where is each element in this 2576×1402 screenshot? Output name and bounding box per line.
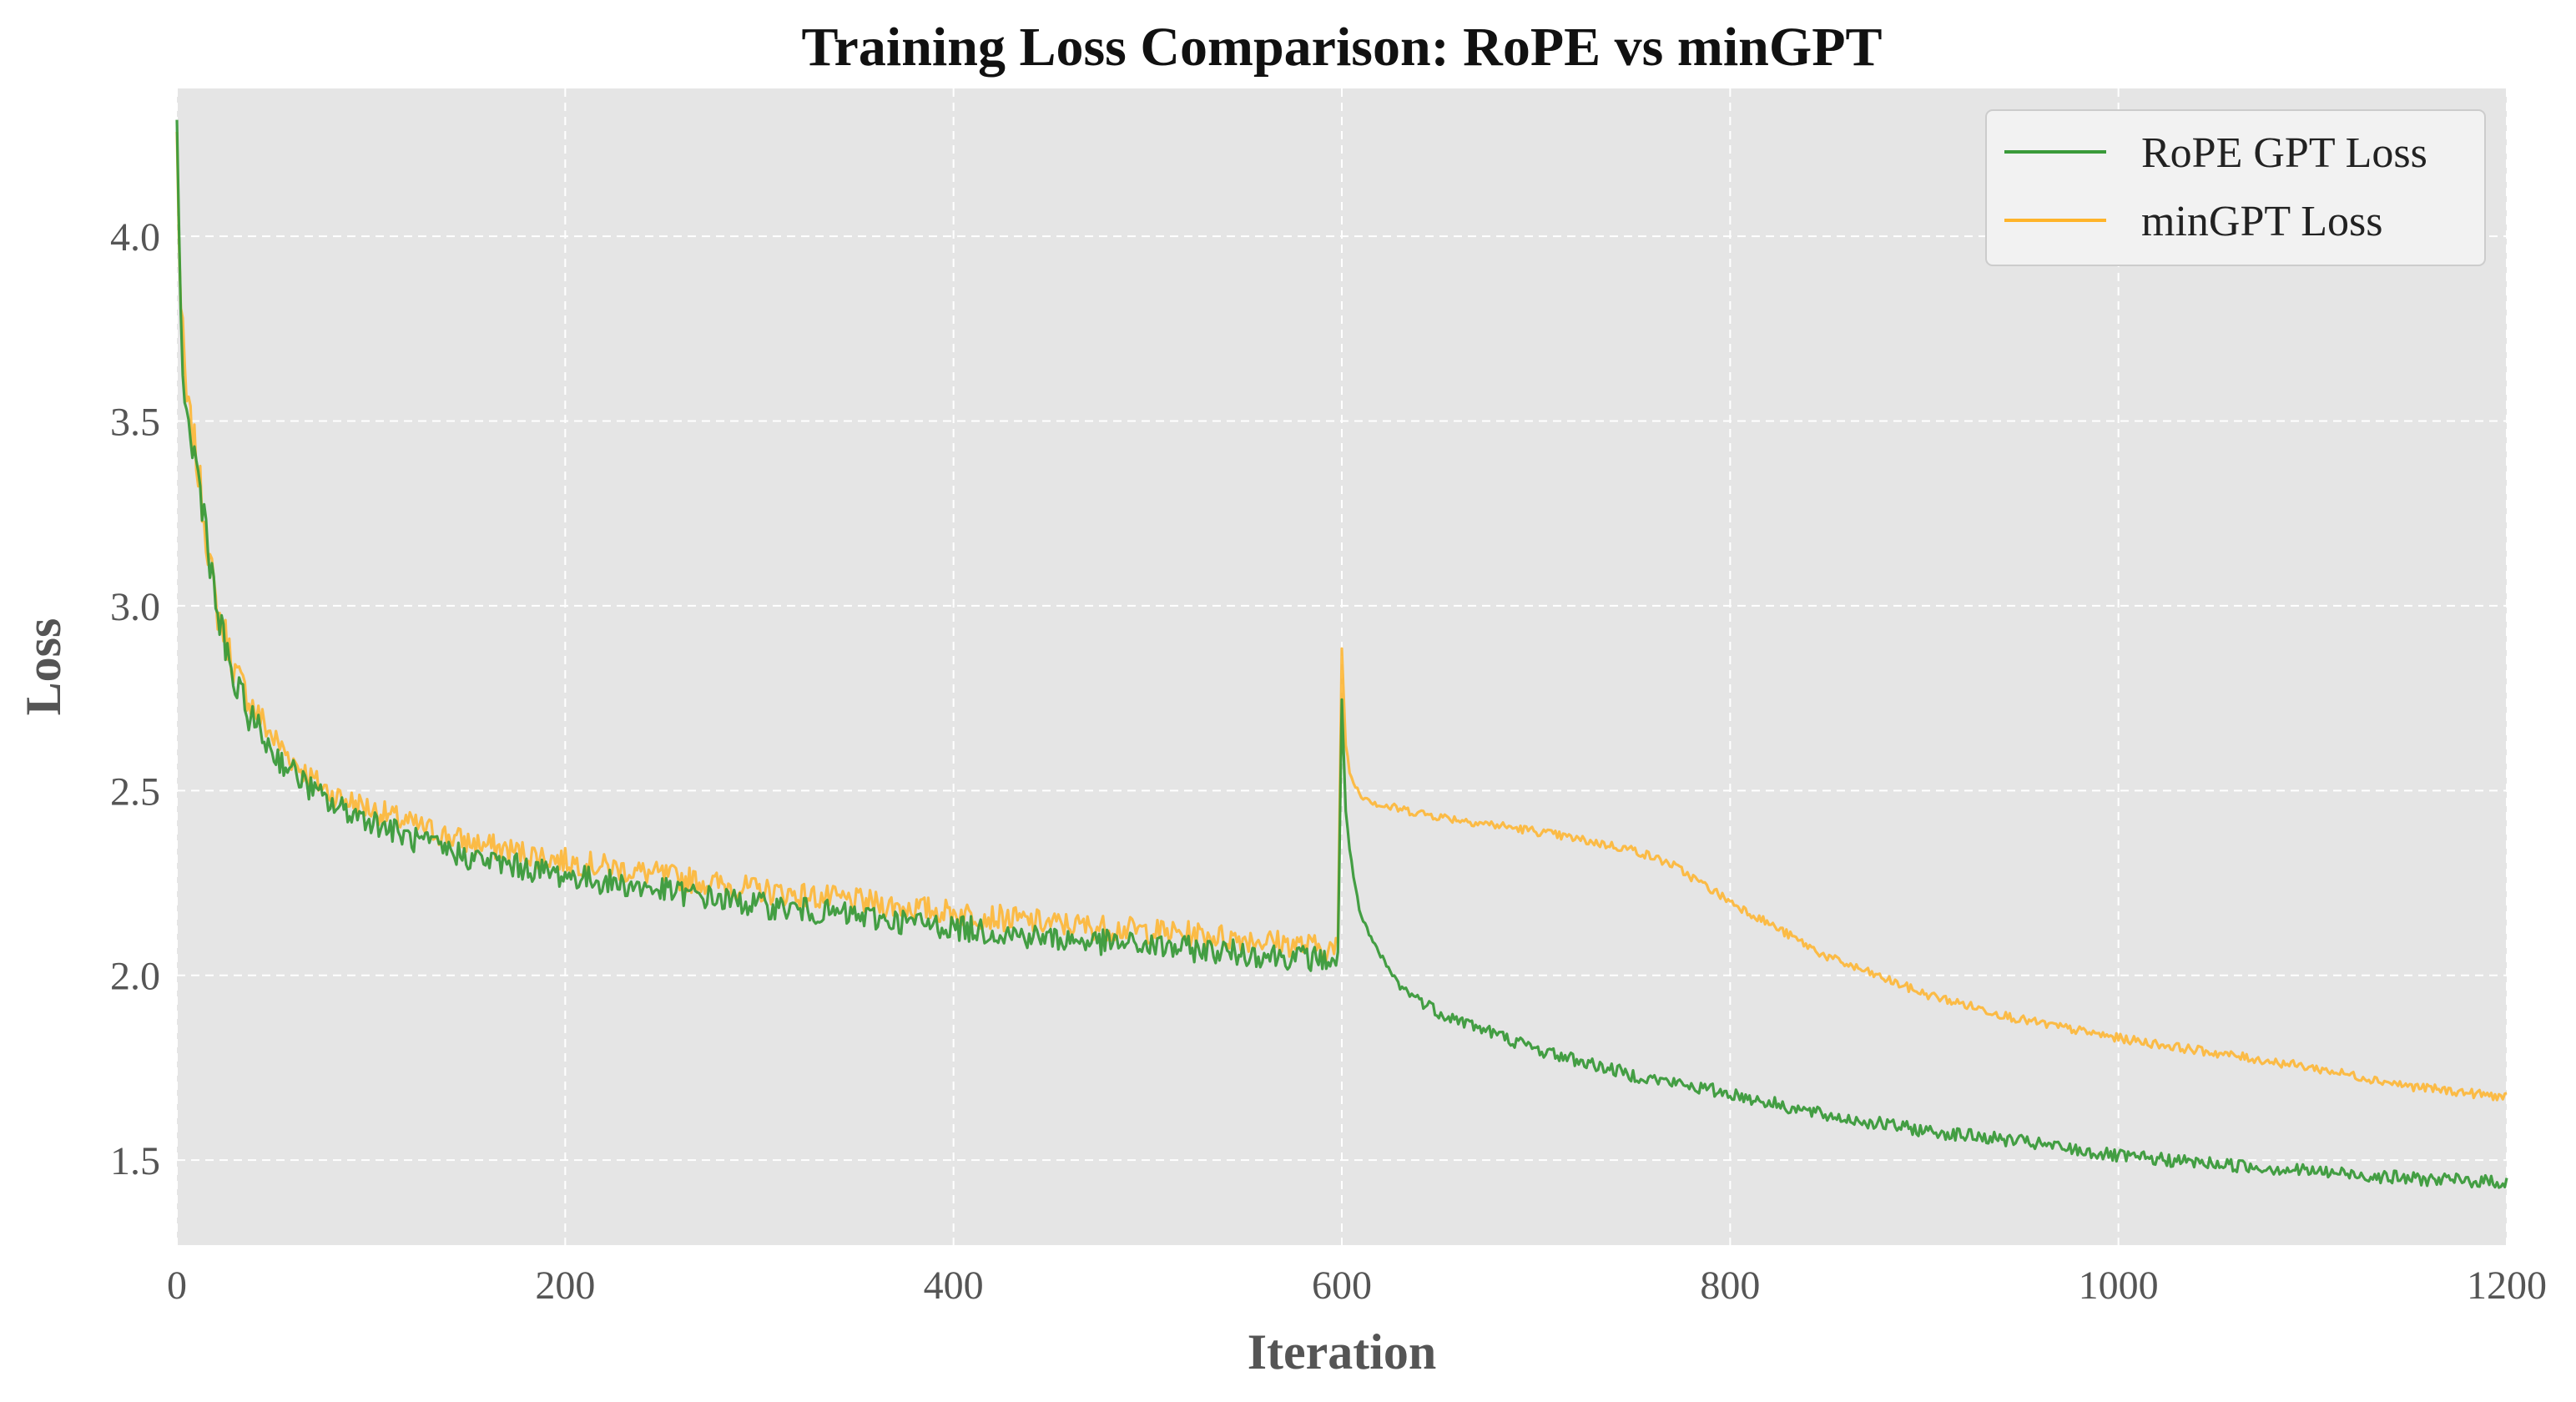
y-tick-label: 2.0 — [110, 955, 160, 999]
series-group — [175, 119, 2508, 1189]
chart-title: Training Loss Comparison: RoPE vs minGPT — [801, 17, 1882, 78]
y-tick-label: 1.5 — [110, 1139, 160, 1183]
y-tick-label: 3.0 — [110, 585, 160, 629]
legend-label-rope: RoPE GPT Loss — [2141, 129, 2427, 177]
y-tick-label: 2.5 — [110, 769, 160, 814]
series-line-mingpt — [175, 131, 2508, 1102]
x-tick-label: 800 — [1700, 1263, 1760, 1308]
x-tick-label: 200 — [535, 1263, 595, 1308]
legend-label-mingpt: minGPT Loss — [2141, 198, 2382, 245]
x-tick-label: 1000 — [2079, 1263, 2159, 1308]
x-tick-label: 600 — [1312, 1263, 1372, 1308]
x-tick-label: 400 — [924, 1263, 984, 1308]
grid — [176, 88, 2508, 1245]
x-axis-label: Iteration — [1248, 1324, 1437, 1379]
x-tick-label: 0 — [167, 1263, 187, 1308]
y-tick-label: 3.5 — [110, 401, 160, 445]
legend: RoPE GPT Loss minGPT Loss — [1985, 109, 2486, 266]
y-axis-label: Loss — [16, 618, 71, 716]
y-tick-label: 4.0 — [110, 215, 160, 260]
axis-ticks: 0 200 400 600 800 1000 1200 1.5 2.0 2.5 3.0 3.5 4.0 — [110, 215, 2547, 1308]
x-tick-label: 1200 — [2467, 1263, 2547, 1308]
series-line-rope — [175, 119, 2508, 1189]
legend-box — [1985, 109, 2486, 266]
